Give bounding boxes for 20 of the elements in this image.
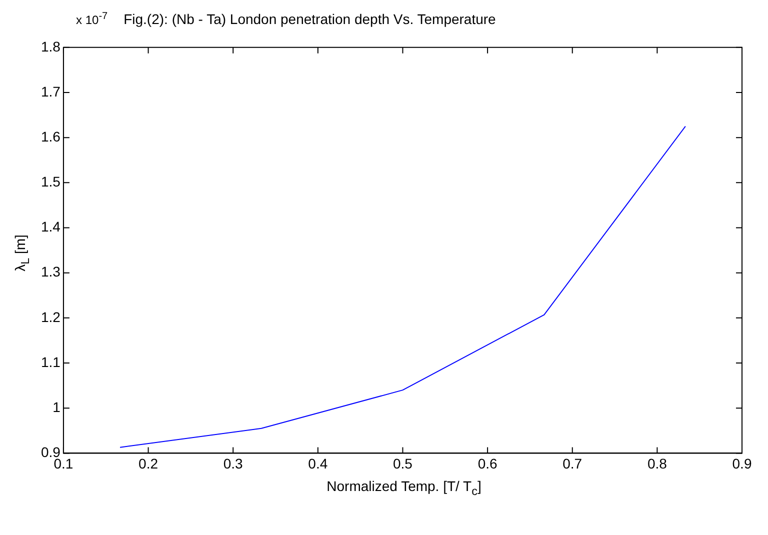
y-tick-label: 1.1 <box>40 354 61 370</box>
x-axis-title: Normalized Temp. [T/ T$_{c}$] <box>326 478 482 498</box>
y-tick-label: 1.7 <box>40 83 61 100</box>
x-tick-label: 0.8 <box>647 455 668 472</box>
y-tick-label: 1.3 <box>40 264 61 280</box>
y-tick-label: 1.4 <box>40 218 61 235</box>
x-tick-label: 0.6 <box>478 455 498 472</box>
chart-title: Fig.(2): (Nb - Ta) London penetration depth Vs. Temperature <box>124 11 496 27</box>
x-tick-label: 0.9 <box>732 455 752 472</box>
y-tick-label: 1.5 <box>40 174 61 190</box>
y-tick-label: 1 <box>52 398 61 415</box>
x-tick-label: 0.3 <box>223 455 244 472</box>
y-tick-label: 1.8 <box>40 38 61 54</box>
x-tick-label: 0.4 <box>308 455 328 472</box>
x-tick-label: 0.7 <box>562 455 582 472</box>
x-tick-label: 0.5 <box>392 455 413 472</box>
x-tick-label: 0.2 <box>138 455 158 472</box>
y-tick-label: 1.6 <box>40 128 61 144</box>
y-tick-label: 1.2 <box>40 308 61 325</box>
text: x 10$^{-7}$ <box>76 11 108 27</box>
